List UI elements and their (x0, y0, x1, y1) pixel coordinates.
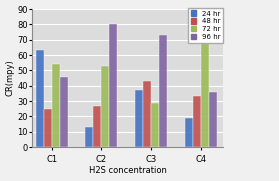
Bar (151, 103, 159, 147)
Bar (193, 96, 201, 147)
Bar (85, 127, 93, 147)
Bar (143, 81, 151, 147)
Bar (93, 106, 101, 147)
Bar (44, 109, 52, 147)
Bar (209, 92, 217, 147)
X-axis label: H2S concentration: H2S concentration (89, 167, 167, 175)
Y-axis label: CR(mpy): CR(mpy) (6, 60, 15, 96)
Bar (60, 77, 68, 147)
Bar (185, 118, 193, 147)
Bar (101, 66, 109, 147)
Legend: 24 hr, 48 hr, 72 hr, 96 hr: 24 hr, 48 hr, 72 hr, 96 hr (188, 8, 223, 43)
Bar (109, 24, 117, 147)
Bar (36, 50, 44, 147)
Bar (201, 9, 209, 147)
Bar (159, 35, 167, 147)
Bar (52, 64, 60, 147)
Bar (135, 90, 143, 147)
